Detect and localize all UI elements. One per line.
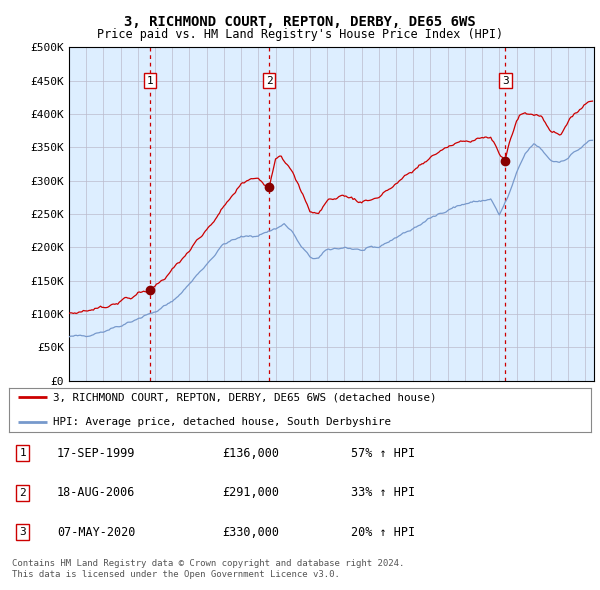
Text: 18-AUG-2006: 18-AUG-2006 bbox=[57, 486, 136, 499]
Text: 1: 1 bbox=[19, 448, 26, 458]
Text: 1: 1 bbox=[146, 76, 154, 86]
Text: £136,000: £136,000 bbox=[222, 447, 279, 460]
Text: 3, RICHMOND COURT, REPTON, DERBY, DE65 6WS: 3, RICHMOND COURT, REPTON, DERBY, DE65 6… bbox=[124, 15, 476, 29]
Text: 2: 2 bbox=[266, 76, 272, 86]
Text: 17-SEP-1999: 17-SEP-1999 bbox=[57, 447, 136, 460]
Text: £330,000: £330,000 bbox=[222, 526, 279, 539]
Text: This data is licensed under the Open Government Licence v3.0.: This data is licensed under the Open Gov… bbox=[12, 571, 340, 579]
Text: 3, RICHMOND COURT, REPTON, DERBY, DE65 6WS (detached house): 3, RICHMOND COURT, REPTON, DERBY, DE65 6… bbox=[53, 392, 436, 402]
Text: 33% ↑ HPI: 33% ↑ HPI bbox=[351, 486, 415, 499]
Text: Price paid vs. HM Land Registry's House Price Index (HPI): Price paid vs. HM Land Registry's House … bbox=[97, 28, 503, 41]
Text: £291,000: £291,000 bbox=[222, 486, 279, 499]
Text: HPI: Average price, detached house, South Derbyshire: HPI: Average price, detached house, Sout… bbox=[53, 417, 391, 427]
Text: 07-MAY-2020: 07-MAY-2020 bbox=[57, 526, 136, 539]
Text: 57% ↑ HPI: 57% ↑ HPI bbox=[351, 447, 415, 460]
Text: 2: 2 bbox=[19, 488, 26, 497]
Text: 3: 3 bbox=[502, 76, 509, 86]
Text: Contains HM Land Registry data © Crown copyright and database right 2024.: Contains HM Land Registry data © Crown c… bbox=[12, 559, 404, 568]
Text: 3: 3 bbox=[19, 527, 26, 537]
Text: 20% ↑ HPI: 20% ↑ HPI bbox=[351, 526, 415, 539]
